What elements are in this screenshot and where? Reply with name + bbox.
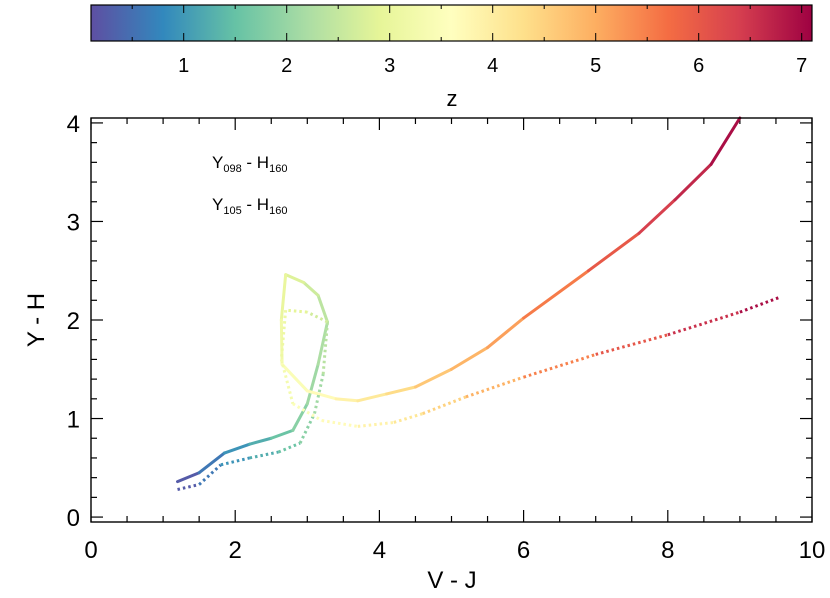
series-0-segment (673, 162, 713, 202)
series-0-segment (302, 281, 320, 297)
legend-label-dotted: Y105 - H160 (212, 195, 287, 217)
series-0-segment (284, 273, 306, 285)
series-1-segment (285, 308, 308, 314)
colorbar-tick-label: 5 (590, 55, 601, 77)
series-1-segment (277, 441, 301, 454)
series-1-segment (292, 402, 323, 422)
series-line-solid (176, 116, 742, 484)
series-1-segment (739, 295, 781, 314)
y-axis-ticks: 0 1 2 3 4 (67, 111, 812, 532)
x-tick-label: 0 (84, 537, 97, 564)
colorbar-gradient (90, 4, 813, 42)
x-tick-label: 10 (799, 537, 826, 564)
colorbar-tick-label: 7 (796, 55, 807, 77)
series-1-segment (249, 450, 279, 460)
y-axis-label: Y - H (23, 293, 50, 347)
x-tick-label: 4 (373, 537, 386, 564)
y-tick-label: 0 (67, 505, 80, 532)
series-1-segment (298, 412, 316, 444)
series-0-segment (450, 346, 490, 371)
colorbar-label: z (447, 86, 458, 111)
series-0-segment (637, 198, 677, 235)
series-0-segment (385, 385, 417, 396)
x-axis-label: V - J (427, 567, 476, 593)
series-0-segment (334, 397, 360, 403)
x-tick-label: 8 (661, 537, 674, 564)
series-0-segment (586, 231, 641, 273)
series-0-segment (356, 392, 389, 403)
x-axis-ticks: 0 2 4 6 8 10 (84, 118, 825, 564)
series-0-segment (197, 451, 226, 475)
series-0-segment (305, 362, 320, 406)
series-layer (176, 116, 781, 491)
series-0-segment (305, 389, 338, 401)
series-0-segment (316, 293, 329, 324)
x-tick-label: 2 (229, 537, 242, 564)
series-1-segment (321, 419, 359, 428)
y-tick-label: 4 (67, 111, 80, 138)
legend: Y098 - H160 Y105 - H160 (127, 153, 287, 217)
series-1-segment (279, 359, 295, 405)
series-0-segment (279, 273, 288, 322)
series-1-segment (198, 463, 222, 486)
series-0-segment (279, 318, 284, 366)
legend-label-solid: Y098 - H160 (212, 153, 287, 175)
y-tick-label: 2 (67, 308, 80, 335)
colorbar-tick-label: 3 (384, 55, 395, 77)
series-1-segment (306, 310, 329, 324)
series-0-segment (413, 367, 453, 389)
series-1-segment (595, 333, 669, 356)
series-0-segment (269, 428, 295, 440)
series-1-segment (357, 420, 394, 428)
series-1-segment (177, 483, 200, 491)
colorbar-tick-label: 1 (178, 55, 189, 77)
colorbar: 1 2 3 4 5 6 7 z (90, 4, 813, 111)
y-tick-label: 3 (67, 209, 80, 236)
plot-frame (90, 117, 813, 523)
series-1-segment (667, 310, 741, 337)
x-tick-label: 6 (517, 537, 530, 564)
series-0-segment (291, 402, 309, 432)
series-0-segment (176, 471, 201, 484)
series-1-segment (465, 375, 525, 399)
colorbar-ticks: 1 2 3 4 5 6 7 (131, 5, 807, 77)
series-0-segment (280, 362, 309, 393)
series-0-segment (248, 436, 273, 446)
series-0-segment (709, 116, 742, 166)
series-0-segment (222, 442, 252, 455)
series-1-segment (220, 456, 250, 467)
plot-area: 0 2 4 6 8 10 0 1 2 3 4 (67, 111, 826, 564)
colorbar-tick-label: 6 (693, 55, 704, 77)
series-1-segment (422, 395, 467, 416)
series-1-segment (523, 353, 597, 379)
series-0-segment (522, 269, 590, 320)
series-1-segment (393, 412, 424, 424)
y-tick-label: 1 (67, 407, 80, 434)
series-1-segment (313, 373, 325, 414)
series-0-segment (486, 316, 526, 350)
colorbar-tick-label: 4 (487, 55, 498, 77)
series-line-dotted (177, 295, 781, 491)
colorbar-tick-label: 2 (281, 55, 292, 77)
